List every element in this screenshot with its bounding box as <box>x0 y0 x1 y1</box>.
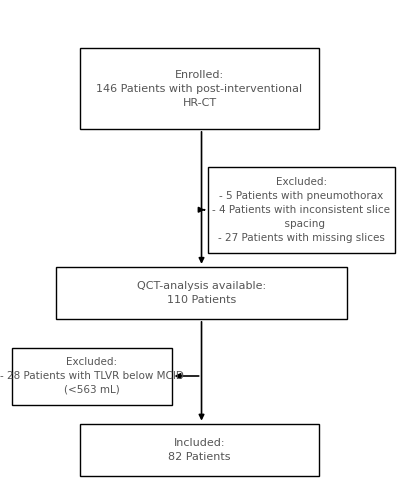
Text: QCT-analysis available:
110 Patients: QCT-analysis available: 110 Patients <box>137 281 266 305</box>
FancyBboxPatch shape <box>80 424 319 476</box>
FancyBboxPatch shape <box>80 48 319 129</box>
Text: Enrolled:
146 Patients with post-interventional
HR-CT: Enrolled: 146 Patients with post-interve… <box>96 70 303 108</box>
Text: Excluded:
- 28 Patients with TLVR below MCID
(<563 mL): Excluded: - 28 Patients with TLVR below … <box>0 357 184 395</box>
FancyBboxPatch shape <box>56 267 347 319</box>
Text: Excluded:
- 5 Patients with pneumothorax
- 4 Patients with inconsistent slice
  : Excluded: - 5 Patients with pneumothorax… <box>212 177 390 243</box>
FancyBboxPatch shape <box>12 348 172 405</box>
Text: Included:
82 Patients: Included: 82 Patients <box>168 438 231 462</box>
FancyBboxPatch shape <box>208 167 395 252</box>
